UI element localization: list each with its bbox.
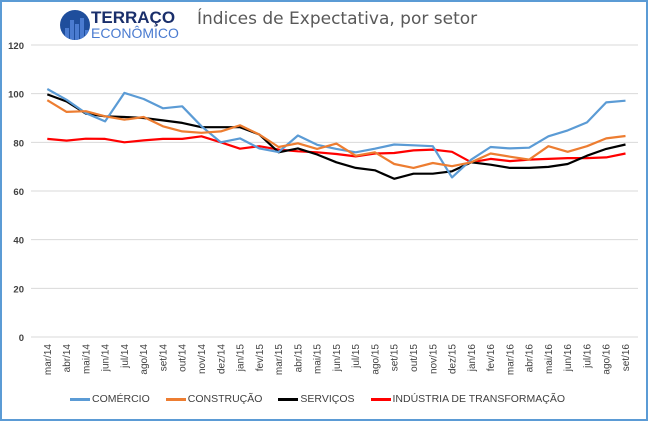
x-tick-label: mar/15 bbox=[274, 344, 285, 376]
x-tick-label: abr/14 bbox=[62, 344, 73, 373]
x-tick-label: jul/14 bbox=[120, 344, 131, 369]
logo-globe-icon bbox=[60, 10, 90, 40]
x-tick-label: ago/16 bbox=[602, 344, 613, 375]
x-tick-label: jan/16 bbox=[467, 344, 478, 373]
legend-swatch bbox=[370, 397, 391, 401]
x-tick-label: mai/16 bbox=[544, 344, 555, 374]
y-tick-label: 120 bbox=[8, 41, 24, 52]
x-tick-label: ago/15 bbox=[370, 344, 381, 375]
x-tick-label: jun/15 bbox=[332, 344, 343, 373]
x-tick-label: set/14 bbox=[158, 344, 169, 372]
x-tick-label: mai/14 bbox=[81, 344, 92, 374]
legend-label: CONSTRUÇÃO bbox=[187, 393, 263, 405]
legend-item: CONSTRUÇÃO bbox=[165, 393, 263, 405]
x-tick-label: nov/14 bbox=[197, 344, 208, 374]
x-tick-label: out/14 bbox=[178, 344, 189, 372]
x-tick-label: fev/16 bbox=[486, 344, 497, 372]
y-tick-label: 0 bbox=[19, 333, 24, 344]
legend-label: INDÚSTRIA DE TRANSFORMAÇÃO bbox=[392, 393, 566, 405]
logo-line2: ECONÔMICO bbox=[91, 25, 179, 41]
y-tick-label: 80 bbox=[13, 138, 24, 149]
logo-line1: TERRAÇO bbox=[91, 8, 176, 27]
x-tick-label: fev/15 bbox=[255, 344, 266, 372]
legend-swatch bbox=[70, 397, 90, 401]
terraco-economico-logo: TERRAÇO ECONÔMICO bbox=[60, 8, 182, 42]
x-tick-label: mai/15 bbox=[313, 344, 324, 374]
x-tick-label: jan/15 bbox=[236, 344, 247, 373]
series-line-constru-o bbox=[46, 99, 626, 169]
legend-item: COMÉRCIO bbox=[70, 393, 150, 405]
chart-title: Índices de Expectativa, por setor bbox=[197, 9, 478, 29]
legend-label: SERVIÇOS bbox=[300, 393, 355, 405]
x-tick-label: nov/15 bbox=[428, 344, 439, 374]
legend-item: INDÚSTRIA DE TRANSFORMAÇÃO bbox=[370, 393, 566, 405]
legend-item: SERVIÇOS bbox=[278, 393, 355, 405]
x-tick-label: set/15 bbox=[390, 344, 401, 372]
x-tick-label: dez/15 bbox=[448, 344, 459, 374]
series-line-com-rcio bbox=[46, 88, 626, 179]
x-tick-label: jun/16 bbox=[563, 344, 574, 373]
x-tick-label: ago/14 bbox=[139, 344, 150, 375]
x-tick-label: jul/16 bbox=[582, 344, 593, 369]
x-tick-label: mar/14 bbox=[43, 344, 54, 376]
y-tick-label: 20 bbox=[13, 284, 24, 295]
x-tick-label: dez/14 bbox=[216, 344, 227, 374]
x-tick-label: jul/15 bbox=[351, 344, 362, 369]
legend-label: COMÉRCIO bbox=[92, 393, 150, 405]
x-tick-label: abr/16 bbox=[525, 344, 536, 373]
y-tick-label: 40 bbox=[13, 236, 24, 247]
legend-swatch bbox=[165, 397, 186, 401]
x-tick-label: abr/15 bbox=[293, 344, 304, 373]
x-tick-label: out/15 bbox=[409, 344, 420, 372]
x-tick-label: jun/14 bbox=[101, 344, 112, 373]
x-tick-label: mar/16 bbox=[505, 344, 516, 376]
legend: COMÉRCIO CONSTRUÇÃO SERVIÇOS INDÚSTRIA DE T… bbox=[70, 393, 565, 405]
x-tick-label: set/16 bbox=[621, 344, 632, 372]
y-tick-label: 100 bbox=[8, 90, 24, 101]
series-line-servi-os bbox=[46, 93, 626, 180]
y-tick-label: 60 bbox=[13, 187, 24, 198]
legend-swatch bbox=[278, 397, 299, 401]
